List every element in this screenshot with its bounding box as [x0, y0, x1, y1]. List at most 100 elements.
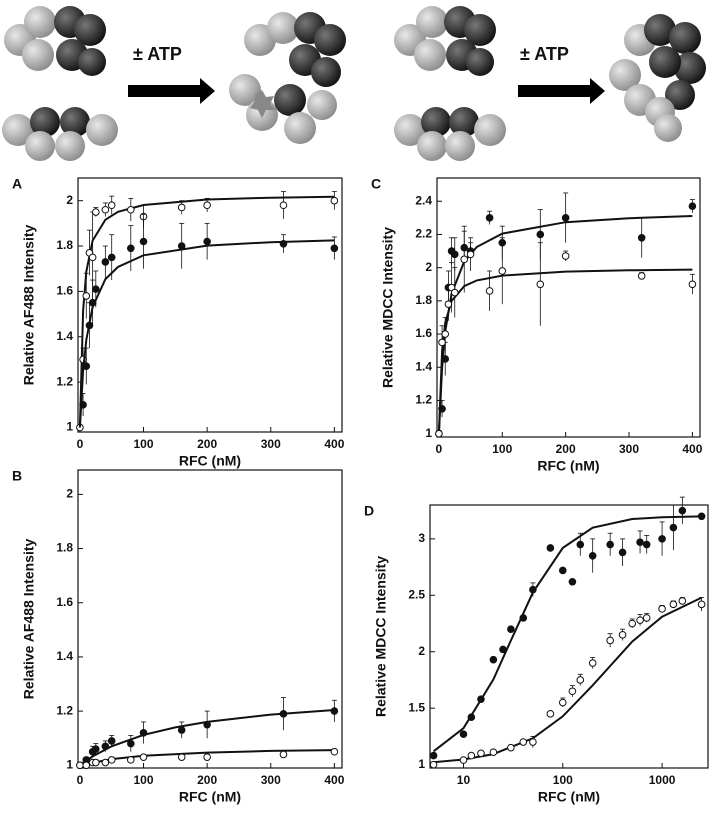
y-tick-label: 1.5 [408, 700, 425, 714]
data-point [678, 506, 687, 515]
data-point [92, 208, 100, 216]
data-point [477, 749, 485, 758]
y-tick-label: 1.4 [56, 329, 73, 343]
data-point [107, 201, 116, 210]
data-point [688, 202, 697, 211]
y-tick-label: 2.5 [408, 587, 425, 601]
plot-frame [77, 177, 343, 433]
fit-line [78, 239, 335, 428]
data-point [658, 605, 666, 613]
arrow-label: ± ATP [520, 44, 569, 64]
data-point [618, 548, 627, 557]
illustration-left [2, 6, 346, 161]
data-point [101, 758, 110, 767]
data-point [127, 244, 135, 253]
data-point [101, 205, 110, 214]
data-point [637, 272, 646, 280]
y-tick-label: 1.4 [56, 649, 73, 663]
plot-frame [77, 469, 343, 769]
data-point [507, 625, 515, 633]
y-tick-label: 1.6 [56, 595, 73, 609]
data-point [444, 300, 453, 308]
data-point [441, 330, 450, 338]
data-point [642, 540, 651, 549]
x-tick-label: 100 [492, 442, 512, 456]
data-point [606, 636, 614, 645]
x-axis-label: RFC (nM) [538, 789, 600, 805]
x-tick-label: 200 [197, 437, 217, 451]
data-point [279, 201, 288, 210]
y-tick-label: 1.8 [56, 238, 73, 252]
plot-frame [429, 504, 709, 769]
y-tick-label: 1 [66, 420, 73, 434]
panel-label: B [12, 468, 22, 484]
data-point [88, 253, 97, 262]
data-point [177, 242, 186, 250]
x-tick-label: 300 [261, 437, 281, 451]
data-point [203, 753, 211, 761]
data-point [177, 753, 186, 761]
data-point [82, 292, 91, 300]
data-point [507, 743, 515, 752]
data-point [203, 237, 211, 246]
y-tick-label: 1.8 [415, 293, 432, 307]
data-point [203, 720, 211, 729]
x-axis-label: RFC (nM) [179, 453, 241, 469]
fit-line [79, 709, 335, 767]
data-point [697, 600, 706, 609]
data-point [618, 631, 627, 639]
x-tick-label: 200 [556, 442, 576, 456]
x-tick-label: 100 [553, 773, 573, 787]
data-point [636, 616, 644, 624]
fit-line [78, 195, 335, 428]
x-tick-label: 300 [261, 773, 281, 787]
data-point [669, 600, 678, 609]
data-point [330, 707, 339, 715]
data-point [429, 760, 438, 769]
fit-line [432, 515, 702, 753]
y-tick-label: 2.2 [415, 227, 432, 241]
data-point [92, 285, 100, 293]
x-axis-label: RFC (nM) [537, 458, 599, 474]
y-tick-label: 1 [418, 757, 425, 771]
data-point [658, 535, 666, 543]
data-point [101, 742, 110, 751]
data-point [429, 751, 438, 760]
data-point [529, 585, 537, 594]
data-point [485, 214, 494, 222]
data-point [79, 400, 87, 409]
x-tick-label: 10 [457, 773, 471, 787]
data-point [529, 738, 537, 746]
y-axis-label: Relative AF488 Intensity [21, 539, 37, 700]
data-point [477, 695, 485, 703]
data-point [499, 645, 507, 654]
x-tick-label: 0 [77, 437, 84, 451]
data-point [467, 751, 476, 760]
x-tick-label: 300 [619, 442, 639, 456]
data-point [561, 214, 570, 222]
data-point [459, 756, 468, 764]
data-point [588, 659, 597, 667]
data-point [536, 280, 545, 289]
fit-line [433, 596, 703, 764]
y-tick-label: 1.2 [56, 703, 73, 717]
y-axis-label: Relative AF488 Intensity [21, 225, 37, 386]
plot-frame [436, 177, 701, 438]
data-point [576, 540, 585, 549]
data-point [697, 512, 706, 521]
data-point [107, 737, 116, 745]
y-tick-label: 1.6 [56, 284, 73, 298]
data-point [561, 252, 570, 260]
arrow-label: ± ATP [133, 44, 182, 64]
x-tick-label: 200 [197, 773, 217, 787]
data-point [88, 298, 97, 307]
data-point [489, 655, 498, 664]
data-point [669, 523, 678, 532]
data-point [76, 761, 84, 770]
panel-label: A [12, 176, 22, 192]
data-point [489, 748, 498, 756]
x-axis-label: RFC (nM) [179, 789, 241, 805]
data-point [568, 577, 577, 586]
data-point [519, 738, 528, 746]
